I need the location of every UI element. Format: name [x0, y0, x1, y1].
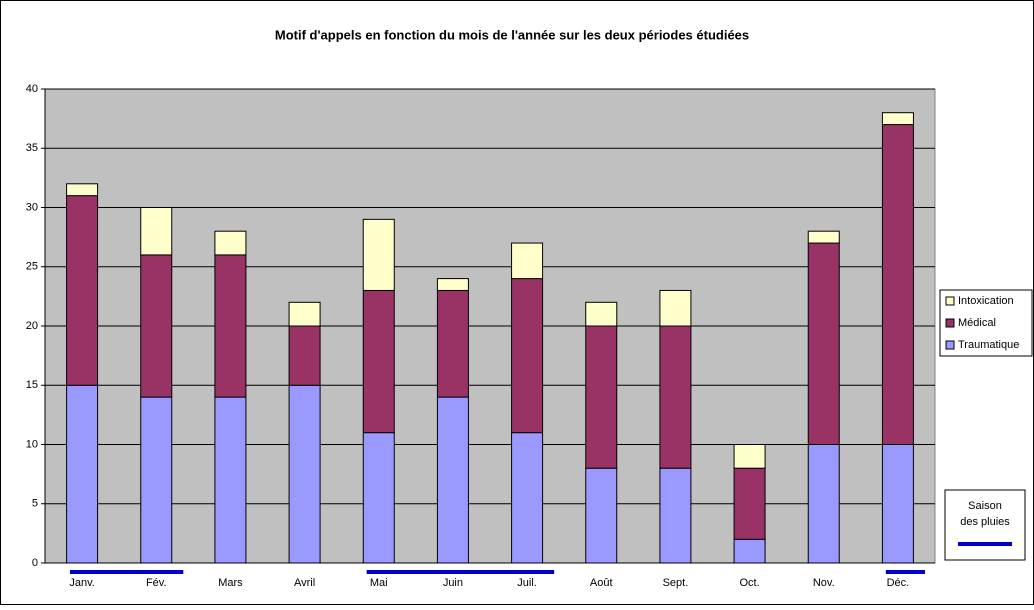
bar-segment [436, 278, 469, 291]
bar-segment [881, 124, 914, 446]
y-tick-label: 35 [26, 142, 38, 154]
y-tick-label: 15 [26, 379, 38, 391]
bar-segment [66, 384, 99, 564]
legend-label: Traumatique [958, 339, 1019, 351]
bar-segment [807, 242, 840, 445]
bar-segment [288, 301, 321, 327]
x-tick-label: Août [590, 577, 613, 589]
y-tick-label: 0 [32, 557, 38, 569]
bar-segment [288, 325, 321, 386]
y-tick-label: 10 [26, 438, 38, 450]
bar-segment [214, 254, 247, 398]
x-tick-label: Sept. [663, 577, 689, 589]
bar-segment [511, 432, 544, 564]
x-tick-label: Oct. [739, 577, 759, 589]
bar-segment [66, 195, 99, 386]
bar-segment [881, 444, 914, 564]
bar-segment [881, 112, 914, 126]
bar-segment [733, 538, 766, 564]
x-tick-label: Mai [370, 577, 388, 589]
bar-segment [659, 467, 692, 564]
x-tick-label: Nov. [813, 577, 835, 589]
bar-segment [659, 325, 692, 469]
chart-title: Motif d'appels en fonction du mois de l'… [275, 27, 749, 42]
bar-segment [585, 467, 618, 564]
legend-box [939, 289, 1033, 357]
bar-segment [362, 218, 395, 291]
bar-segment [585, 325, 618, 469]
x-tick-label: Janv. [69, 577, 94, 589]
x-tick-label: Mars [218, 577, 243, 589]
legend-swatch [945, 340, 955, 350]
x-tick-label: Juil. [517, 577, 537, 589]
bar-segment [733, 444, 766, 469]
bar-segment [511, 242, 544, 280]
y-tick-label: 30 [26, 201, 38, 213]
bar-segment [807, 444, 840, 564]
y-tick-label: 20 [26, 320, 38, 332]
bar-segment [214, 396, 247, 564]
bar-segment [585, 301, 618, 327]
y-tick-label: 40 [26, 83, 38, 95]
bar-segment [140, 207, 173, 256]
legend-swatch [945, 318, 955, 328]
x-tick-label: Fév. [146, 577, 167, 589]
bar-segment [214, 230, 247, 256]
bar-segment [733, 467, 766, 540]
rainy-legend-box [944, 489, 1026, 561]
x-tick-label: Avril [294, 577, 315, 589]
legend-label: Intoxication [958, 295, 1014, 307]
bar-segment [140, 254, 173, 398]
rainy-legend-label: des pluies [960, 516, 1010, 528]
rainy-legend-label: Saison [968, 500, 1002, 512]
y-tick-label: 25 [26, 261, 38, 273]
bar-segment [436, 289, 469, 398]
x-tick-label: Juin [443, 577, 463, 589]
bar-segment [66, 183, 99, 197]
legend-swatch [945, 296, 955, 306]
bar-segment [288, 384, 321, 564]
bar-segment [659, 289, 692, 327]
bar-segment [807, 230, 840, 244]
x-tick-label: Déc. [887, 577, 910, 589]
y-tick-label: 5 [32, 498, 38, 510]
bar-segment [362, 289, 395, 434]
bar-segment [511, 278, 544, 434]
bar-segment [140, 396, 173, 564]
bar-segment [362, 432, 395, 564]
legend-label: Médical [958, 317, 996, 329]
bar-segment [436, 396, 469, 564]
